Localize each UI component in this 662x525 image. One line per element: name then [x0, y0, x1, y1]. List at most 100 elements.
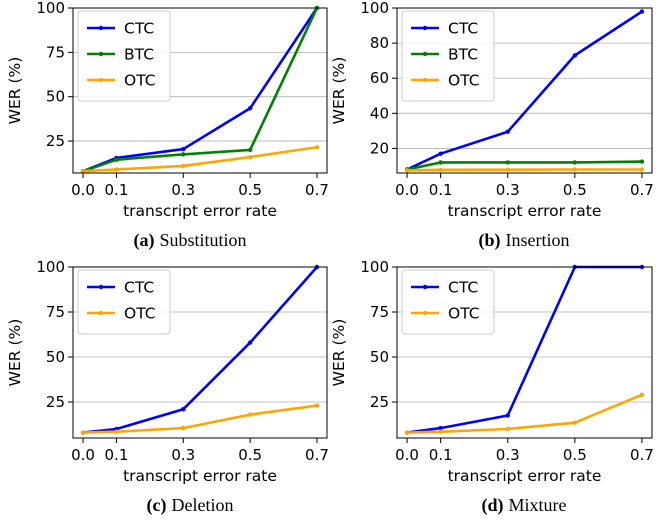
x-axis-label: transcript error rate: [448, 467, 602, 485]
y-tick-label: 50: [370, 348, 389, 366]
y-tick-label: 60: [370, 69, 389, 87]
data-point-ctc: [572, 53, 578, 58]
data-point-otc: [639, 392, 645, 397]
legend-marker: [422, 310, 428, 316]
data-point-ctc: [247, 106, 253, 111]
x-axis-label: transcript error rate: [123, 202, 277, 220]
chart-panel-2: 25 50 75 100 0.0 0.1 0.3 0.5 0.7 transcript error…: [6, 258, 329, 516]
x-tick-label: 0.0: [395, 181, 419, 199]
data-point-otc: [114, 429, 119, 434]
x-axis-label: transcript error rate: [448, 202, 602, 220]
legend-label-ctc: CTC: [124, 279, 154, 297]
y-tick-label: 50: [46, 88, 65, 106]
data-point-otc: [438, 429, 443, 434]
data-point-otc: [80, 430, 86, 435]
chart-panel-3: 25 50 75 100 0.0 0.1 0.3 0.5 0.7 transcript error…: [330, 258, 654, 516]
legend-label-btc: BTC: [124, 46, 154, 64]
data-point-otc: [572, 420, 578, 425]
y-tick-label: 80: [370, 34, 389, 52]
y-axis-label: WER (%): [6, 57, 24, 125]
axes-frame: [396, 7, 653, 174]
x-tick-label: 0.5: [563, 181, 587, 199]
data-point-otc: [80, 169, 86, 174]
legend-marker: [98, 77, 104, 83]
caption-letter: (b): [479, 230, 501, 251]
y-tick-label: 100: [360, 258, 389, 276]
y-tick-label: 25: [370, 393, 389, 411]
x-tick-label: 0.1: [105, 181, 129, 199]
x-tick-label: 0.3: [496, 181, 520, 199]
y-tick-label: 75: [46, 303, 65, 321]
y-axis-label: WER (%): [330, 319, 348, 387]
x-tick-label: 0.3: [496, 446, 520, 464]
data-point-btc: [572, 160, 578, 165]
x-tick-label: 0.0: [71, 446, 95, 464]
y-tick-label: 25: [46, 393, 65, 411]
x-tick-label: 0.1: [105, 446, 129, 464]
panel-caption: (b) Insertion: [479, 230, 570, 251]
data-point-otc: [505, 426, 510, 432]
y-tick-label: 20: [370, 139, 389, 157]
data-point-otc: [314, 145, 320, 150]
axes-frame: [396, 266, 653, 439]
data-point-otc: [438, 167, 443, 173]
panel-caption: (a) Substitution: [133, 230, 246, 251]
data-point-otc: [247, 154, 253, 160]
panel-caption: (d) Mixture: [482, 495, 567, 516]
legend-label-otc: OTC: [124, 305, 156, 323]
legend-marker: [422, 51, 428, 57]
data-point-btc: [181, 152, 186, 157]
caption-letter: (a): [133, 230, 154, 251]
x-tick-label: 0.3: [171, 181, 195, 199]
caption-text: Deletion: [172, 495, 234, 515]
data-point-btc: [114, 157, 119, 162]
legend-label-otc: OTC: [124, 72, 156, 90]
x-tick-label: 0.1: [429, 181, 453, 199]
legend-label-ctc: CTC: [124, 20, 154, 38]
axes-frame: [72, 7, 328, 174]
legend-marker: [98, 51, 104, 57]
x-tick-label: 0.1: [429, 446, 453, 464]
x-tick-label: 0.5: [238, 446, 262, 464]
legend-marker: [98, 284, 104, 290]
data-point-otc: [314, 403, 320, 408]
y-tick-label: 50: [46, 348, 65, 366]
panel-caption: (c) Deletion: [147, 495, 234, 516]
data-point-otc: [404, 168, 410, 173]
legend: CTC BTC OTC: [77, 10, 171, 102]
data-point-ctc: [181, 146, 186, 152]
legend-label-otc: OTC: [448, 72, 480, 90]
x-tick-label: 0.3: [171, 446, 195, 464]
y-axis-label: WER (%): [6, 319, 24, 387]
caption-letter: (c): [147, 495, 167, 516]
legend-label-btc: BTC: [448, 46, 478, 64]
legend-marker: [98, 25, 104, 31]
data-point-ctc: [505, 129, 510, 134]
caption-text: Insertion: [506, 230, 570, 250]
data-point-otc: [404, 430, 410, 435]
x-tick-label: 0.7: [305, 181, 329, 199]
data-point-ctc: [438, 425, 443, 431]
data-point-btc: [247, 147, 253, 153]
caption-text: Substitution: [159, 230, 246, 250]
data-point-btc: [505, 160, 510, 165]
data-point-otc: [247, 412, 253, 417]
data-point-otc: [639, 167, 645, 172]
x-axis-label: transcript error rate: [123, 467, 277, 485]
legend: CTC OTC: [401, 269, 495, 335]
legend-marker: [422, 25, 428, 31]
y-axis-label: WER (%): [330, 57, 348, 125]
x-tick-label: 0.7: [630, 446, 654, 464]
y-tick-label: 100: [36, 0, 65, 17]
x-tick-label: 0.5: [563, 446, 587, 464]
legend-label-otc: OTC: [448, 305, 480, 323]
legend: CTC OTC: [77, 269, 171, 335]
data-point-otc: [505, 167, 510, 172]
legend-marker: [98, 310, 104, 316]
data-point-ctc: [639, 9, 645, 14]
legend-marker: [422, 77, 428, 83]
x-tick-label: 0.0: [395, 446, 419, 464]
data-point-ctc: [505, 413, 510, 418]
axes-frame: [72, 266, 328, 439]
